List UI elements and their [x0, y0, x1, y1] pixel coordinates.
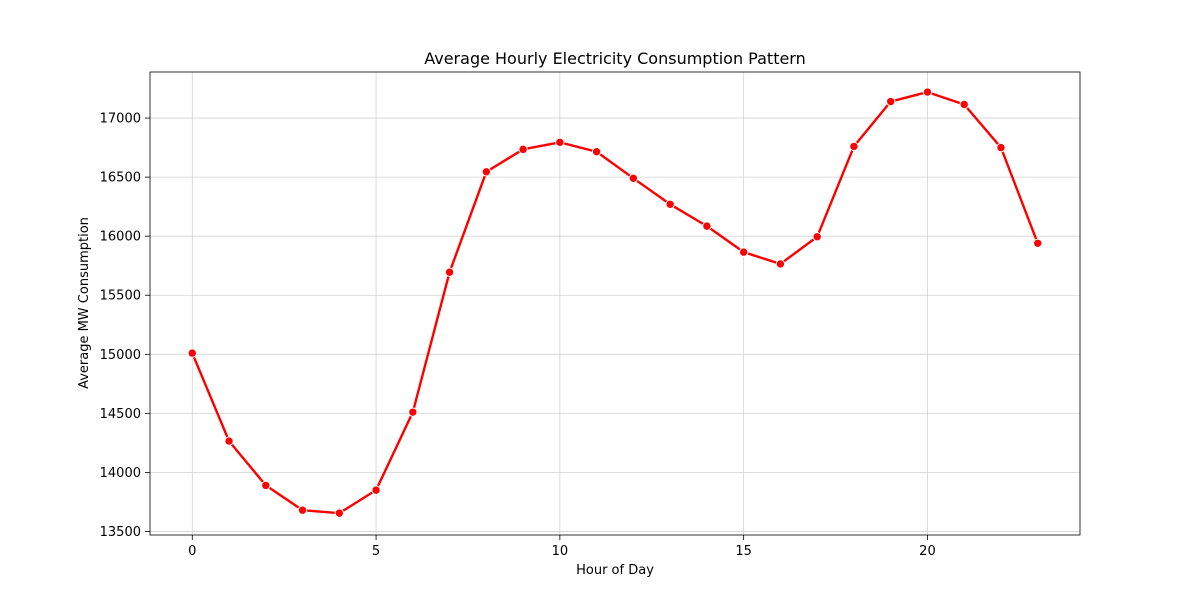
data-point [702, 221, 712, 231]
axis-ticks: 0 5 10 15 20 13500 14000 14500 15000 15500 16000 16… [100, 112, 936, 559]
data-point [665, 199, 675, 209]
data-point [297, 505, 308, 515]
data-point [628, 173, 639, 184]
series-line [191, 90, 1039, 515]
data-point [812, 232, 822, 242]
y-tick-label: 17000 [100, 112, 141, 127]
x-tick-label: 10 [552, 544, 569, 559]
x-tick-label: 15 [735, 544, 752, 559]
data-point [444, 267, 455, 277]
x-tick-label: 0 [188, 544, 196, 559]
data-point [775, 259, 786, 269]
y-tick-label: 13500 [100, 525, 141, 540]
data-point [224, 436, 234, 446]
data-point [187, 348, 197, 358]
plot-frame [149, 71, 1081, 536]
x-tick-label: 20 [919, 544, 936, 559]
data-point [849, 141, 859, 152]
data-point [481, 167, 492, 177]
data-point [885, 96, 896, 107]
data-point [996, 142, 1006, 153]
y-tick-label: 16000 [100, 230, 141, 245]
data-point [371, 485, 381, 495]
y-tick-label: 15500 [100, 289, 141, 304]
data-point [334, 508, 345, 518]
data-point [518, 144, 528, 155]
data-point [408, 407, 418, 417]
data-point [261, 480, 271, 491]
data-point [959, 99, 969, 110]
y-axis-label: Average MW Consumption [77, 217, 92, 389]
y-tick-label: 15000 [100, 348, 141, 363]
x-tick-label: 5 [372, 544, 380, 559]
y-tick-label: 14500 [100, 407, 141, 422]
y-tick-label: 14000 [100, 466, 141, 481]
x-axis-label: Hour of Day [576, 563, 654, 578]
chart-title: Average Hourly Electricity Consumption P… [424, 49, 806, 68]
data-point [555, 137, 565, 147]
series-layer [187, 87, 1043, 518]
y-tick-label: 16500 [100, 171, 141, 186]
grid-lines [150, 72, 1080, 535]
data-point [922, 87, 933, 97]
data-point [1033, 238, 1043, 248]
data-point [738, 247, 749, 257]
data-point [591, 147, 602, 157]
